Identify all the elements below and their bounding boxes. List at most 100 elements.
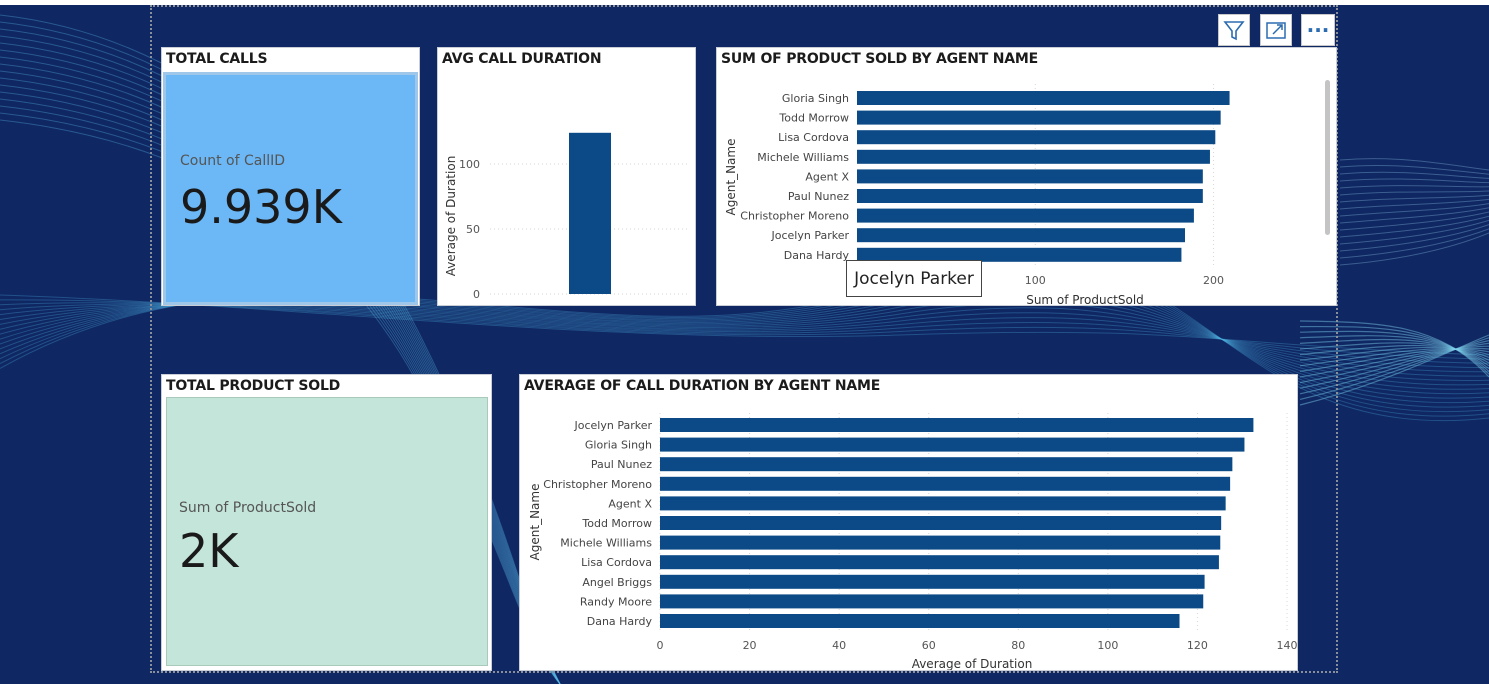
focus-mode-button[interactable] [1260,14,1292,46]
agent-bar [660,614,1180,628]
wave-line [0,299,1489,360]
filter-icon [1223,21,1245,41]
x-tick-label: 40 [832,639,846,652]
agent-bar [857,228,1185,243]
kpi-value: 2K [179,524,239,578]
card-title: TOTAL CALLS [166,51,268,67]
agent-bar [857,130,1216,145]
agent-bar [857,208,1194,223]
category-label: Agent X [608,497,652,510]
wave-line [1299,334,1489,406]
filter-button[interactable] [1218,14,1250,46]
agent-bar [660,594,1204,609]
chart-card-product-sold-by-agent[interactable]: SUM OF PRODUCT SOLD BY AGENT NAME 100 200… [716,47,1337,306]
wave-line [1299,345,1489,384]
wave-line [0,294,1489,356]
wave-line [1339,164,1489,175]
agent-bar [660,418,1254,432]
wave-line [1299,337,1489,400]
y-tick-label: 50 [466,223,480,236]
agent-bar [857,91,1230,105]
category-label: Lisa Cordova [778,131,849,144]
wave-line [1299,325,1489,375]
wave-line [1339,232,1489,266]
chart-scrollbar[interactable] [1325,80,1330,235]
category-label: Agent X [805,170,849,183]
x-tick-label: 0 [657,639,664,652]
wave-line [1339,207,1489,224]
category-label: Michele Williams [757,151,849,164]
wave-line [0,303,1489,373]
chart-card-avg-duration-by-agent[interactable]: AVERAGE OF CALL DURATION BY AGENT NAME 0… [519,374,1298,671]
kpi-card-total-calls[interactable]: TOTAL CALLS Count of CallID 9.939K [161,47,420,306]
category-label: Gloria Singh [585,439,652,452]
agent-bar [660,437,1245,452]
card-title: AVERAGE OF CALL DURATION BY AGENT NAME [524,378,881,394]
agent-bar [857,247,1182,262]
category-label: Jocelyn Parker [574,419,653,432]
wave-line [1339,185,1489,189]
wave-line [1299,342,1489,389]
agent-bar [857,110,1221,125]
x-tick-label: 100 [1025,274,1046,287]
category-label: Christopher Moreno [740,210,849,223]
x-tick-label: 200 [1203,274,1224,287]
more-options-button[interactable]: ··· [1301,14,1335,46]
card-title: TOTAL PRODUCT SOLD [166,378,341,394]
x-tick-label: 80 [1011,639,1025,652]
agent-bar [660,496,1226,511]
y-axis-title: Average of Duration [444,156,458,277]
wave-line [1339,198,1489,210]
wave-line [1299,340,1489,395]
wave-line [1339,158,1489,171]
kpi-tile: Count of CallID 9.939K [163,72,418,305]
wave-line [1339,228,1489,259]
column-bar [569,132,611,294]
x-tick-label: 120 [1187,639,1208,652]
kpi-card-total-product-sold[interactable]: TOTAL PRODUCT SOLD Sum of ProductSold 2K [161,374,492,671]
wave-line [1299,348,1489,367]
kpi-value: 9.939K [180,180,342,234]
card-title: AVG CALL DURATION [442,51,602,67]
y-tick-label: 0 [473,288,480,301]
wave-background [0,14,1489,684]
agent-bar [857,169,1203,184]
wave-line [0,303,1489,369]
wave-line [1339,215,1489,238]
kpi-label: Sum of ProductSold [179,500,317,516]
category-label: Todd Morrow [581,517,652,530]
wave-line [1339,219,1489,245]
x-axis-title: Average of Duration [912,657,1033,670]
agent-bar [660,574,1205,589]
agent-bar [660,476,1231,491]
category-label: Paul Nunez [591,458,652,471]
category-label: Michele Williams [560,537,652,550]
kpi-tile: Sum of ProductSold 2K [166,397,488,666]
wave-line [1339,190,1489,196]
avg-duration-by-agent-bar-chart: 0 20 40 60 80 100 120 140 Jocelyn Parker Gloria S… [528,413,1298,670]
wave-line [1299,348,1489,372]
x-axis-title: Sum of ProductSold [1026,293,1144,305]
category-label: Randy Moore [580,595,652,608]
category-label: Angel Briggs [582,576,652,589]
y-tick-label: 100 [459,158,480,171]
wave-line [1299,335,1489,370]
wave-line [0,302,1489,364]
category-label: Jocelyn Parker [771,229,850,242]
hover-tooltip: Jocelyn Parker [846,260,982,297]
wave-line [1339,178,1489,184]
wave-line [1299,346,1489,361]
dashboard-canvas: ··· TOTAL CALLS Count of CallID 9.939K A… [0,5,1489,684]
wave-line [1299,344,1489,361]
card-title: SUM OF PRODUCT SOLD BY AGENT NAME [721,51,1039,67]
chart-card-avg-call-duration[interactable]: AVG CALL DURATION 0 50 100 Average of Durat… [437,47,696,306]
wave-line [1339,211,1489,231]
agent-bar [660,555,1219,570]
y-axis-title: Agent_Name [528,484,542,561]
wave-line [1299,330,1489,372]
x-tick-label: 20 [743,639,757,652]
category-label: Dana Hardy [587,615,653,628]
x-tick-label: 140 [1277,639,1298,652]
category-label: Christopher Moreno [543,478,652,491]
